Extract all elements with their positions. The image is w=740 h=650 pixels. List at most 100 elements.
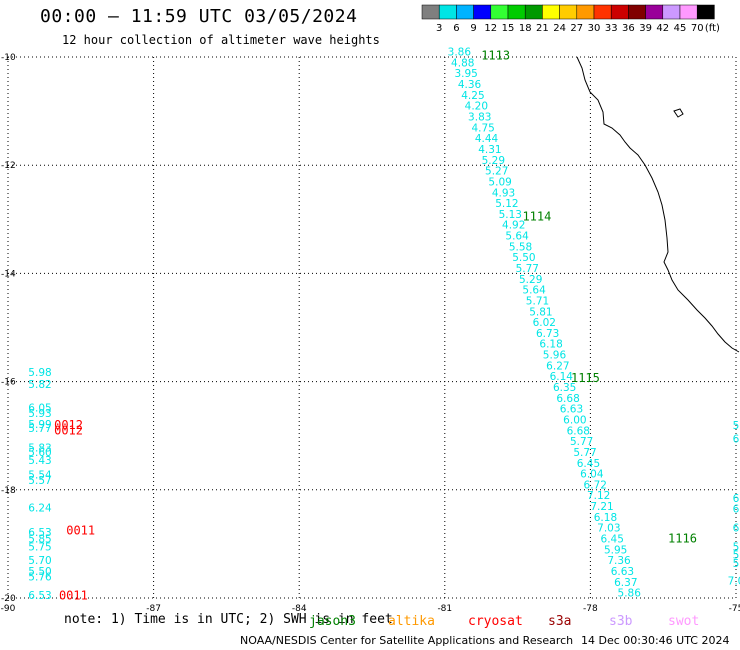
generated-time: 14 Dec 00:30:46 UTC 2024 bbox=[581, 634, 730, 647]
lat-tick-label: -20 bbox=[1, 594, 16, 604]
pass-time-label: 0012 bbox=[54, 418, 83, 432]
wave-height-value: 5.29 bbox=[482, 155, 505, 167]
wave-height-value: 5.85 bbox=[28, 533, 51, 545]
lat-tick-label: -14 bbox=[1, 269, 16, 279]
wave-height-value: 6.24 bbox=[28, 503, 52, 515]
wave-height-value: 6.05 bbox=[28, 403, 51, 415]
pass-time-label: 1115 bbox=[571, 371, 600, 385]
wave-height-value: 4.31 bbox=[478, 144, 501, 156]
wave-height-value: 5.86 bbox=[618, 588, 642, 600]
wave-height-value: 5.76 bbox=[28, 571, 52, 583]
wave-height-value: 5.95 bbox=[604, 544, 627, 556]
wave-height-value: 5.64 bbox=[505, 231, 529, 243]
wave-height-value: 6 bbox=[733, 504, 740, 516]
wave-height-value: 6 bbox=[733, 493, 740, 505]
wave-height-value: 5.43 bbox=[28, 455, 51, 467]
wave-height-value: 6.68 bbox=[556, 393, 579, 405]
wave-height-value: 5 bbox=[733, 558, 740, 570]
wave-height-value: 5.57 bbox=[28, 475, 51, 487]
pass-time-label: 1114 bbox=[522, 210, 551, 224]
wave-height-value: 5.58 bbox=[509, 241, 532, 253]
wave-height-value: 4.20 bbox=[465, 101, 488, 113]
color-scale-label: 39 bbox=[639, 23, 652, 34]
lon-tick-label: -75 bbox=[729, 604, 740, 612]
wave-height-value: 4.93 bbox=[492, 187, 515, 199]
color-scale-label: 70 bbox=[691, 23, 704, 34]
wave-height-value: 5.13 bbox=[499, 209, 522, 221]
wave-height-value: 5.98 bbox=[28, 367, 51, 379]
credit-line: NOAA/NESDIS Center for Satellite Applica… bbox=[240, 634, 574, 647]
wave-height-value: 6.18 bbox=[594, 512, 617, 524]
color-scale-label: 18 bbox=[519, 23, 532, 34]
wave-height-value: 5.99 bbox=[28, 419, 51, 431]
lat-tick-label: -18 bbox=[1, 486, 16, 496]
wave-height-value: 4.88 bbox=[451, 57, 474, 69]
wave-height-value: 7.12 bbox=[587, 490, 610, 502]
satellite-legend-item: cryosat bbox=[468, 614, 523, 629]
color-swatch bbox=[696, 4, 715, 20]
color-scale-label: 6 bbox=[453, 23, 459, 34]
wave-height-value: 3.95 bbox=[454, 68, 477, 80]
wave-height-value: 5.83 bbox=[28, 443, 51, 455]
wave-height-value: 7.21 bbox=[590, 501, 613, 513]
island-outline bbox=[673, 108, 684, 118]
wave-height-value: 4.25 bbox=[461, 90, 484, 102]
color-scale-label: 12 bbox=[484, 23, 497, 34]
lon-tick-label: -90 bbox=[1, 604, 16, 612]
color-scale-label: 15 bbox=[502, 23, 515, 34]
altimeter-map: -90 -87 -84 -81 -78 -75 -10 -12 -14 -16 -18 -20 3.86… bbox=[1, 47, 740, 612]
color-scale-label: 9 bbox=[470, 23, 476, 34]
lon-tick-label: -81 bbox=[437, 604, 452, 612]
wave-height-value: 5 bbox=[733, 542, 740, 554]
wave-height-value: 6.63 bbox=[611, 566, 634, 578]
wave-height-value: 5.09 bbox=[488, 176, 511, 188]
satellite-legend-item: s3a bbox=[548, 614, 571, 629]
wave-height-value: 6.53 bbox=[28, 527, 51, 539]
coastline bbox=[576, 56, 740, 353]
wave-height-value: 5.82 bbox=[28, 379, 51, 391]
pass-time-label: 0012 bbox=[54, 423, 83, 437]
wave-height-value: 5.12 bbox=[495, 198, 518, 210]
color-scale-label: 42 bbox=[656, 23, 669, 34]
wave-height-value: 6.45 bbox=[601, 533, 624, 545]
wave-height-value: 5.60 bbox=[28, 447, 51, 459]
wave-height-value: 6.04 bbox=[580, 469, 604, 481]
wave-height-value: 6.53 bbox=[28, 590, 51, 602]
wave-height-value: 6.27 bbox=[546, 360, 569, 372]
wave-height-value: 5.77 bbox=[516, 263, 539, 275]
wave-height-value: 6.02 bbox=[533, 317, 556, 329]
lat-tick-label: -12 bbox=[1, 161, 16, 171]
page-subtitle: 12 hour collection of altimeter wave hei… bbox=[62, 33, 380, 47]
pass-time-label: 1113 bbox=[481, 48, 510, 62]
color-scale-label: 27 bbox=[570, 23, 583, 34]
wave-height-value: 5.64 bbox=[522, 285, 546, 297]
color-scale-legend: 3 6 9 12 15 18 21 24 27 30 33 36 39 42 45 70 (ft) bbox=[421, 4, 720, 34]
color-scale-label: 36 bbox=[622, 23, 635, 34]
wave-height-value: 5.81 bbox=[529, 306, 552, 318]
wave-height-value: 5.96 bbox=[543, 350, 567, 362]
lat-tick-label: -10 bbox=[1, 53, 16, 63]
satellite-legend-item: altika bbox=[388, 614, 435, 629]
color-scale-label: 3 bbox=[436, 23, 442, 34]
wave-height-value: 6.45 bbox=[577, 458, 600, 470]
pass-time-label: 0011 bbox=[59, 588, 88, 602]
wave-height-value: 5.54 bbox=[28, 470, 52, 482]
wave-height-value: 6 bbox=[733, 433, 740, 445]
wave-height-value: 6.18 bbox=[539, 339, 562, 351]
lat-tick-label: -16 bbox=[1, 378, 16, 388]
wave-height-value: 7.03 bbox=[597, 523, 620, 535]
wave-height-value: 5.50 bbox=[512, 252, 535, 264]
wave-height-value: 6.72 bbox=[584, 479, 607, 491]
wave-height-value: 5.77 bbox=[573, 447, 596, 459]
wave-height-value: 7.0 bbox=[728, 576, 740, 588]
wave-height-value: 4.75 bbox=[471, 122, 494, 134]
wave-height-value: 5.70 bbox=[28, 555, 51, 567]
wave-height-value: 5.27 bbox=[485, 166, 508, 178]
wave-height-value: 5.77 bbox=[28, 423, 51, 435]
wave-height-value: 5.75 bbox=[28, 542, 51, 554]
color-scale-label: 21 bbox=[536, 23, 549, 34]
wave-height-value: 5 bbox=[733, 550, 740, 562]
wave-height-value: 5.77 bbox=[570, 436, 593, 448]
pass-time-label: 0011 bbox=[66, 523, 95, 537]
lon-tick-label: -78 bbox=[583, 604, 598, 612]
